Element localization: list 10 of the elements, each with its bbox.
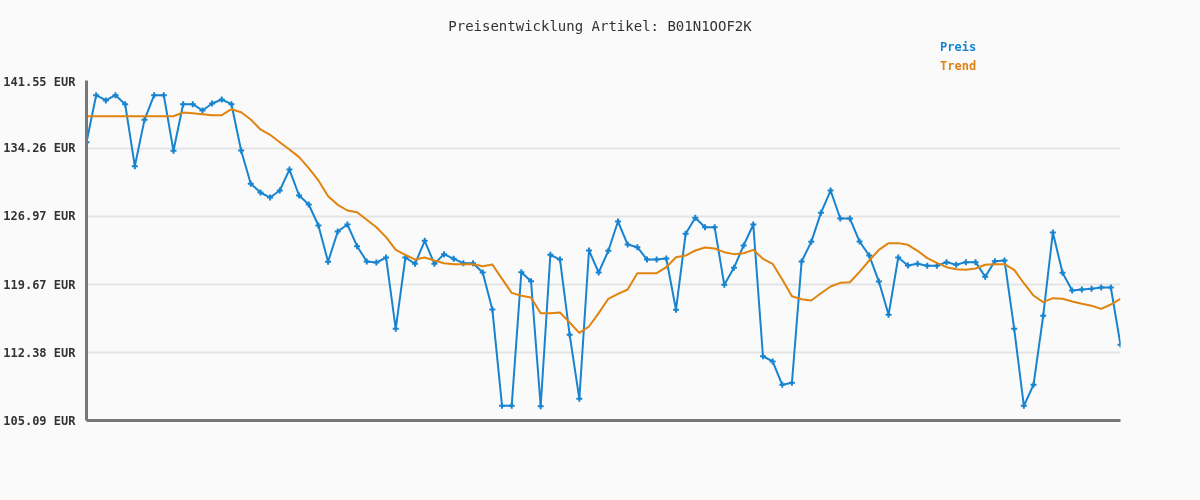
y-tick-label: 105.09 EUR — [3, 413, 77, 428]
y-tick-label: 119.67 EUR — [3, 277, 77, 292]
y-tick-label: 126.97 EUR — [3, 209, 77, 224]
chart-title: Preisentwicklung Artikel: B01N1OOF2K — [447, 17, 753, 36]
text: Preis — [940, 39, 977, 56]
y-tick-label: 141.55 EUR — [3, 74, 77, 89]
y-tick-label: 134.26 EUR — [3, 141, 77, 156]
line-series — [86, 108, 1121, 334]
y-tick-label: 112.38 EUR — [3, 345, 77, 360]
text: Trend — [940, 58, 977, 75]
